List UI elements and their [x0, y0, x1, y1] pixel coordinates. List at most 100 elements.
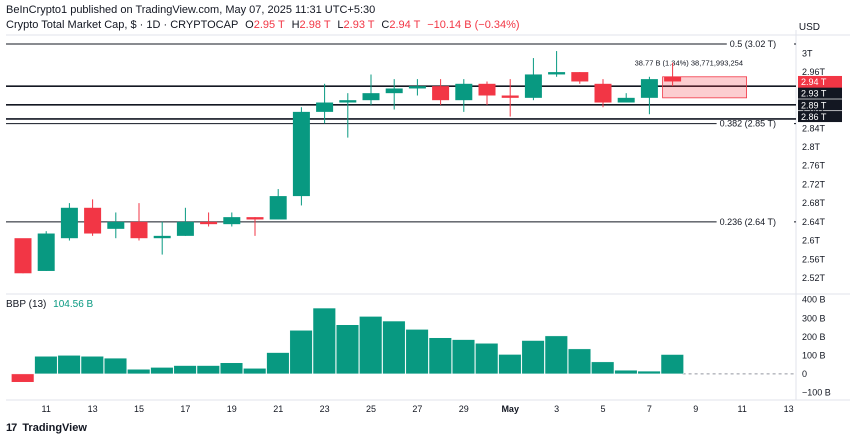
level-label-bg [716, 215, 794, 228]
change-value: −10.14 B (−0.34%) [427, 19, 520, 31]
symbol-legend: Crypto Total Market Cap, $ · 1D · CRYPTO… [6, 19, 520, 31]
price-tag-label: 2.86 T [801, 112, 827, 122]
time-tick-label: 13 [88, 404, 98, 414]
publisher-line: BeInCrypto1 published on TradingView.com… [6, 4, 376, 16]
candle-body [408, 86, 426, 89]
candle-body [385, 88, 403, 94]
measure-label: 38.77 B (1.34%) 38,771,993,254 [635, 58, 743, 67]
candle-body [339, 100, 357, 103]
bbp-bar [498, 354, 522, 375]
time-tick-label: 3 [554, 404, 559, 414]
level-label: 0.236 (2.64 T) [720, 217, 776, 227]
time-tick-label: 19 [227, 404, 237, 414]
time-tick-label: 11 [42, 404, 51, 414]
candle-body [107, 221, 125, 229]
time-tick-label: 11 [738, 404, 747, 414]
time-tick-label: May [501, 404, 519, 414]
candle-body [130, 221, 148, 239]
candle-body [200, 221, 218, 225]
symbol-name[interactable]: Crypto Total Market Cap, $ · 1D · CRYPTO… [6, 19, 239, 31]
candle-body [548, 72, 566, 75]
candle-body [501, 95, 519, 98]
price-tag-bg [798, 111, 842, 123]
close-value: 2.94 T [389, 19, 421, 31]
candle-body [269, 196, 287, 220]
bbp-bar [34, 356, 58, 375]
candle-body [617, 97, 635, 103]
bbp-bar [266, 352, 290, 375]
candle-body [455, 83, 473, 101]
bbp-bar [614, 369, 638, 375]
indicator-value: 104.56 B [53, 299, 94, 310]
time-tick-label: 17 [180, 404, 190, 414]
measure-range-box [662, 76, 747, 99]
bbp-bar [660, 354, 684, 375]
bbp-bar [475, 343, 499, 375]
candle-body [14, 238, 32, 274]
bbp-bar [521, 340, 545, 375]
time-tick-label: 29 [459, 404, 469, 414]
bbp-bar [243, 368, 267, 375]
indicator-name[interactable]: BBP (13) [6, 299, 47, 310]
candle-body [594, 83, 612, 103]
bbp-bar [219, 362, 244, 375]
bbp-bar [359, 316, 383, 375]
price-tick-label: 3T [802, 48, 813, 58]
bbp-bar [428, 337, 452, 375]
price-tick-label: 2.52T [802, 273, 826, 283]
candle-body [246, 217, 264, 220]
price-tick-label: 2.64T [802, 217, 826, 227]
high-label: H [291, 19, 300, 31]
candle-body [60, 207, 78, 239]
time-tick-label: 15 [134, 404, 144, 414]
candle-body [640, 79, 658, 98]
indicator-tick-label: 400 B [802, 295, 826, 305]
bbp-bar [567, 348, 592, 375]
bbp-bar [405, 329, 429, 375]
close-label: C [381, 19, 390, 31]
bbp-bar [382, 320, 406, 375]
bbp-bar [103, 357, 128, 375]
candle-body [153, 235, 171, 239]
bbp-bar [196, 365, 220, 375]
footer-brand-text: TradingView [22, 422, 87, 434]
time-tick-label: 21 [273, 404, 283, 414]
bbp-bar [637, 370, 661, 375]
bbp-bar [451, 339, 476, 375]
price-tick-label: 2.96T [802, 67, 826, 77]
time-tick-label: 25 [366, 404, 376, 414]
time-tick-label: 13 [784, 404, 794, 414]
footer-brand[interactable]: 17 TradingView [6, 422, 87, 434]
indicator-tick-label: 200 B [802, 332, 826, 342]
candle-body [223, 217, 241, 225]
bbp-bar [289, 330, 313, 375]
candle-body [84, 207, 102, 234]
candle-body [316, 102, 334, 112]
low-label: L [337, 19, 344, 31]
bbp-bar [150, 367, 174, 375]
candle-body [362, 93, 380, 101]
candle-body [571, 72, 589, 82]
price-tick-label: 2.84T [802, 123, 826, 133]
candle-body [664, 76, 682, 82]
bbp-bar [312, 307, 336, 375]
indicator-legend: BBP (13) 104.56 B [6, 299, 93, 310]
indicator-tick-label: 300 B [802, 313, 826, 323]
currency-label[interactable]: USD [798, 22, 820, 33]
high-value: 2.98 T [299, 19, 331, 31]
indicator-tick-label: −100 B [802, 387, 831, 397]
candle-body [176, 221, 194, 236]
open-label: O [245, 19, 254, 31]
bbp-bar [80, 356, 104, 375]
price-tick-label: 2.76T [802, 161, 826, 171]
bbp-bar [544, 335, 568, 375]
time-tick-label: 5 [600, 404, 605, 414]
low-value: 2.93 T [343, 19, 375, 31]
bbp-bar [127, 369, 151, 375]
candle-body [478, 83, 496, 96]
level-label: 0.5 (3.02 T) [730, 39, 776, 49]
price-tick-label: 2.72T [802, 179, 826, 189]
level-label: 0.382 (2.85 T) [720, 119, 776, 129]
price-tag-label: 2.94 T [801, 77, 827, 87]
